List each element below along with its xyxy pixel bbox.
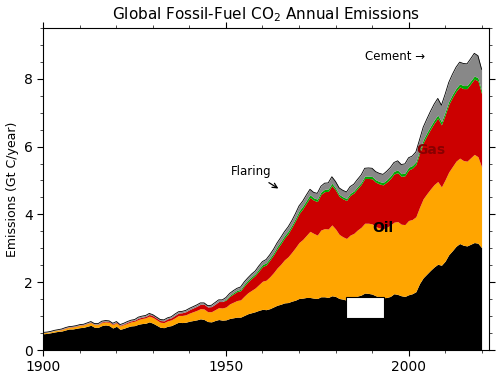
Title: Global Fossil-Fuel CO$_2$ Annual Emissions: Global Fossil-Fuel CO$_2$ Annual Emissio… <box>112 6 420 24</box>
Y-axis label: Emissions (Gt C/year): Emissions (Gt C/year) <box>6 121 18 256</box>
Text: Gas: Gas <box>416 143 445 157</box>
Text: Oil: Oil <box>372 221 394 235</box>
Text: Cement →: Cement → <box>364 50 425 63</box>
Text: Flaring: Flaring <box>231 165 277 188</box>
Text: Coal: Coal <box>350 301 380 314</box>
